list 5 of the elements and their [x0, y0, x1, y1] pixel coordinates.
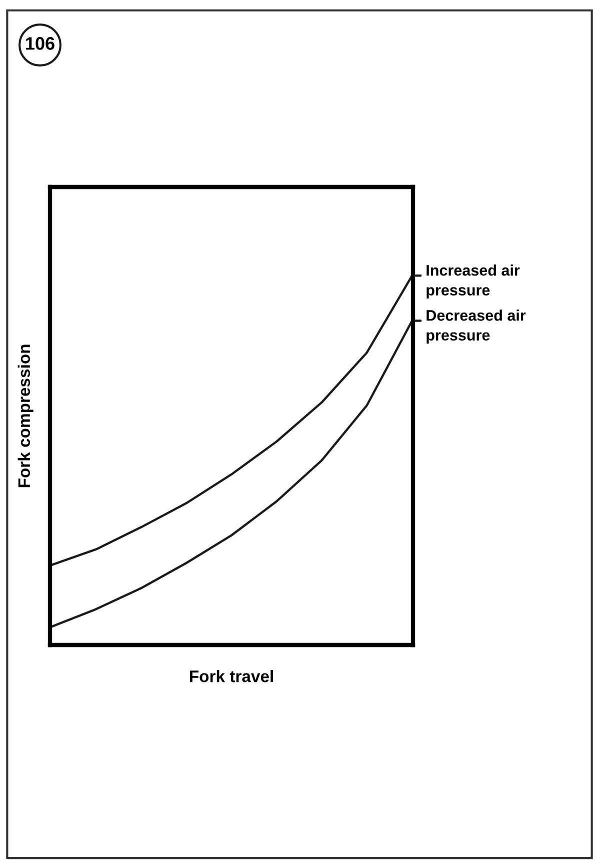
text: 106 — [26, 37, 54, 50]
y-axis-title: Fork compression — [18, 344, 34, 488]
x-axis-title: Fork travel — [190, 670, 273, 682]
legend-label: Decreased air pressure — [426, 310, 526, 344]
legend-label: Increased air pressure — [426, 264, 520, 299]
